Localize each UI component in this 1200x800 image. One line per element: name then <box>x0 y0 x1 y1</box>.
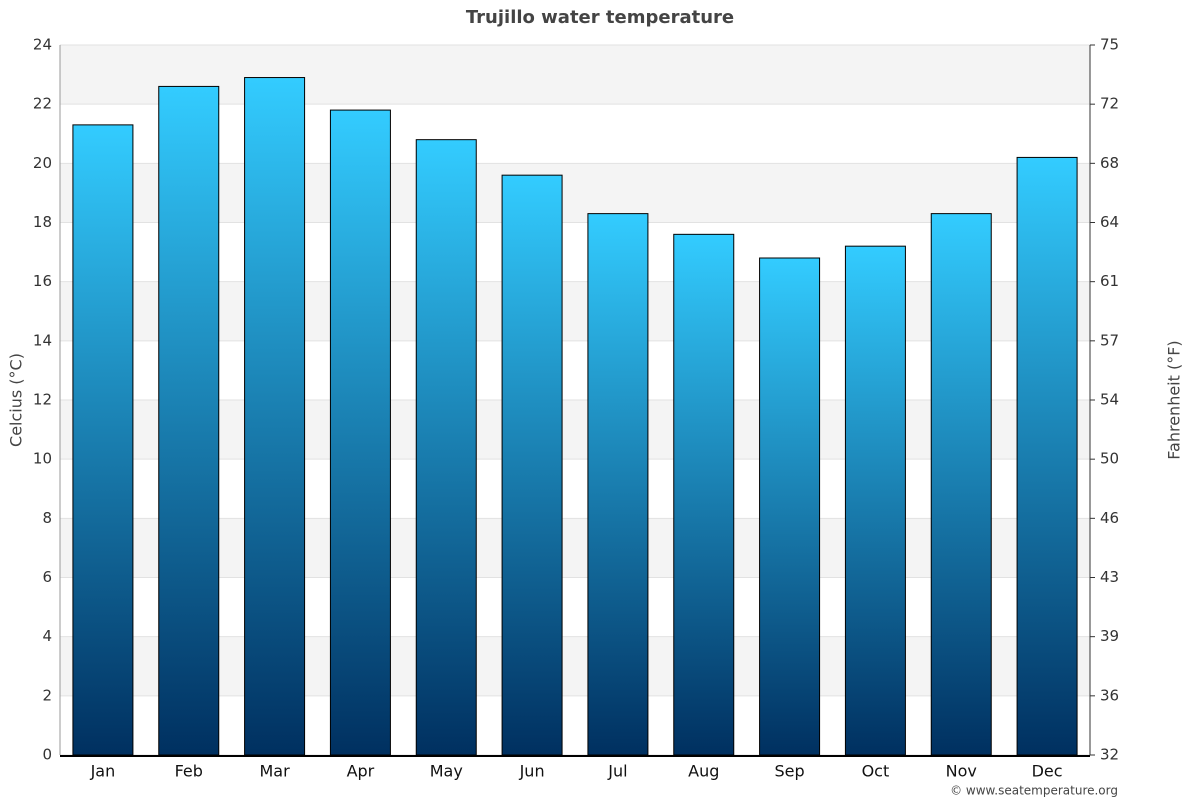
y-axis-title: Celcius (°C) <box>7 353 26 447</box>
y-tick-label: 24 <box>33 36 52 54</box>
y2-tick-label: 54 <box>1100 391 1119 409</box>
x-tick-label: May <box>430 762 463 781</box>
y2-tick-label: 61 <box>1100 272 1119 290</box>
y2-tick-label: 46 <box>1100 509 1119 527</box>
x-tick-label: Feb <box>175 762 203 781</box>
y-tick-label: 20 <box>33 154 52 172</box>
bar <box>329 109 391 756</box>
y2-tick-label: 68 <box>1100 154 1119 172</box>
bar <box>930 213 992 756</box>
y2-tick-label: 64 <box>1100 213 1119 231</box>
y2-tick-label: 32 <box>1100 746 1119 764</box>
grid-band <box>60 400 1090 460</box>
y-tick-label: 10 <box>33 450 52 468</box>
x-tick-label: Aug <box>688 762 719 781</box>
x-tick-label: Jun <box>519 762 545 781</box>
y-tick-label: 2 <box>42 686 52 704</box>
bar <box>244 77 306 756</box>
grid-band <box>60 281 1090 341</box>
y-tick-label: 18 <box>33 213 52 231</box>
y-tick-label: 22 <box>33 95 52 113</box>
bar <box>158 85 220 756</box>
chart-title: Trujillo water temperature <box>466 7 734 28</box>
y2-tick-label: 57 <box>1100 331 1119 349</box>
y2-axis-title: Fahrenheit (°F) <box>1165 340 1184 459</box>
grid-band <box>60 45 1090 105</box>
x-tick-label: Mar <box>259 762 290 781</box>
y-tick-label: 16 <box>33 272 52 290</box>
y2-tick-label: 43 <box>1100 568 1119 586</box>
y-tick-label: 12 <box>33 391 52 409</box>
bar <box>501 174 563 756</box>
y2-tick-label: 50 <box>1100 450 1119 468</box>
grid-band <box>60 518 1090 578</box>
y-tick-label: 8 <box>42 509 52 527</box>
x-tick-label: Oct <box>862 762 890 781</box>
credit: © www.seatemperature.org <box>950 784 1118 798</box>
bar <box>72 124 134 756</box>
bar <box>1016 156 1078 756</box>
y2-tick-label: 39 <box>1100 627 1119 645</box>
grid-band <box>60 163 1090 223</box>
y-tick-label: 0 <box>42 746 52 764</box>
bar <box>759 257 821 756</box>
x-tick-label: Apr <box>347 762 375 781</box>
bar <box>673 233 735 756</box>
y2-tick-label: 72 <box>1100 95 1119 113</box>
y2-tick-label: 36 <box>1100 686 1119 704</box>
y-tick-label: 4 <box>42 627 52 645</box>
bar <box>844 245 906 756</box>
x-tick-label: Dec <box>1032 762 1063 781</box>
x-tick-label: Jan <box>90 762 116 781</box>
x-tick-label: Nov <box>946 762 977 781</box>
y-tick-label: 6 <box>42 568 52 586</box>
x-tick-label: Jul <box>607 762 627 781</box>
y2-tick-label: 75 <box>1100 36 1119 54</box>
bar <box>415 139 477 756</box>
bar <box>587 213 649 756</box>
grid-band <box>60 636 1090 696</box>
y-tick-label: 14 <box>33 331 52 349</box>
x-tick-label: Sep <box>775 762 805 781</box>
